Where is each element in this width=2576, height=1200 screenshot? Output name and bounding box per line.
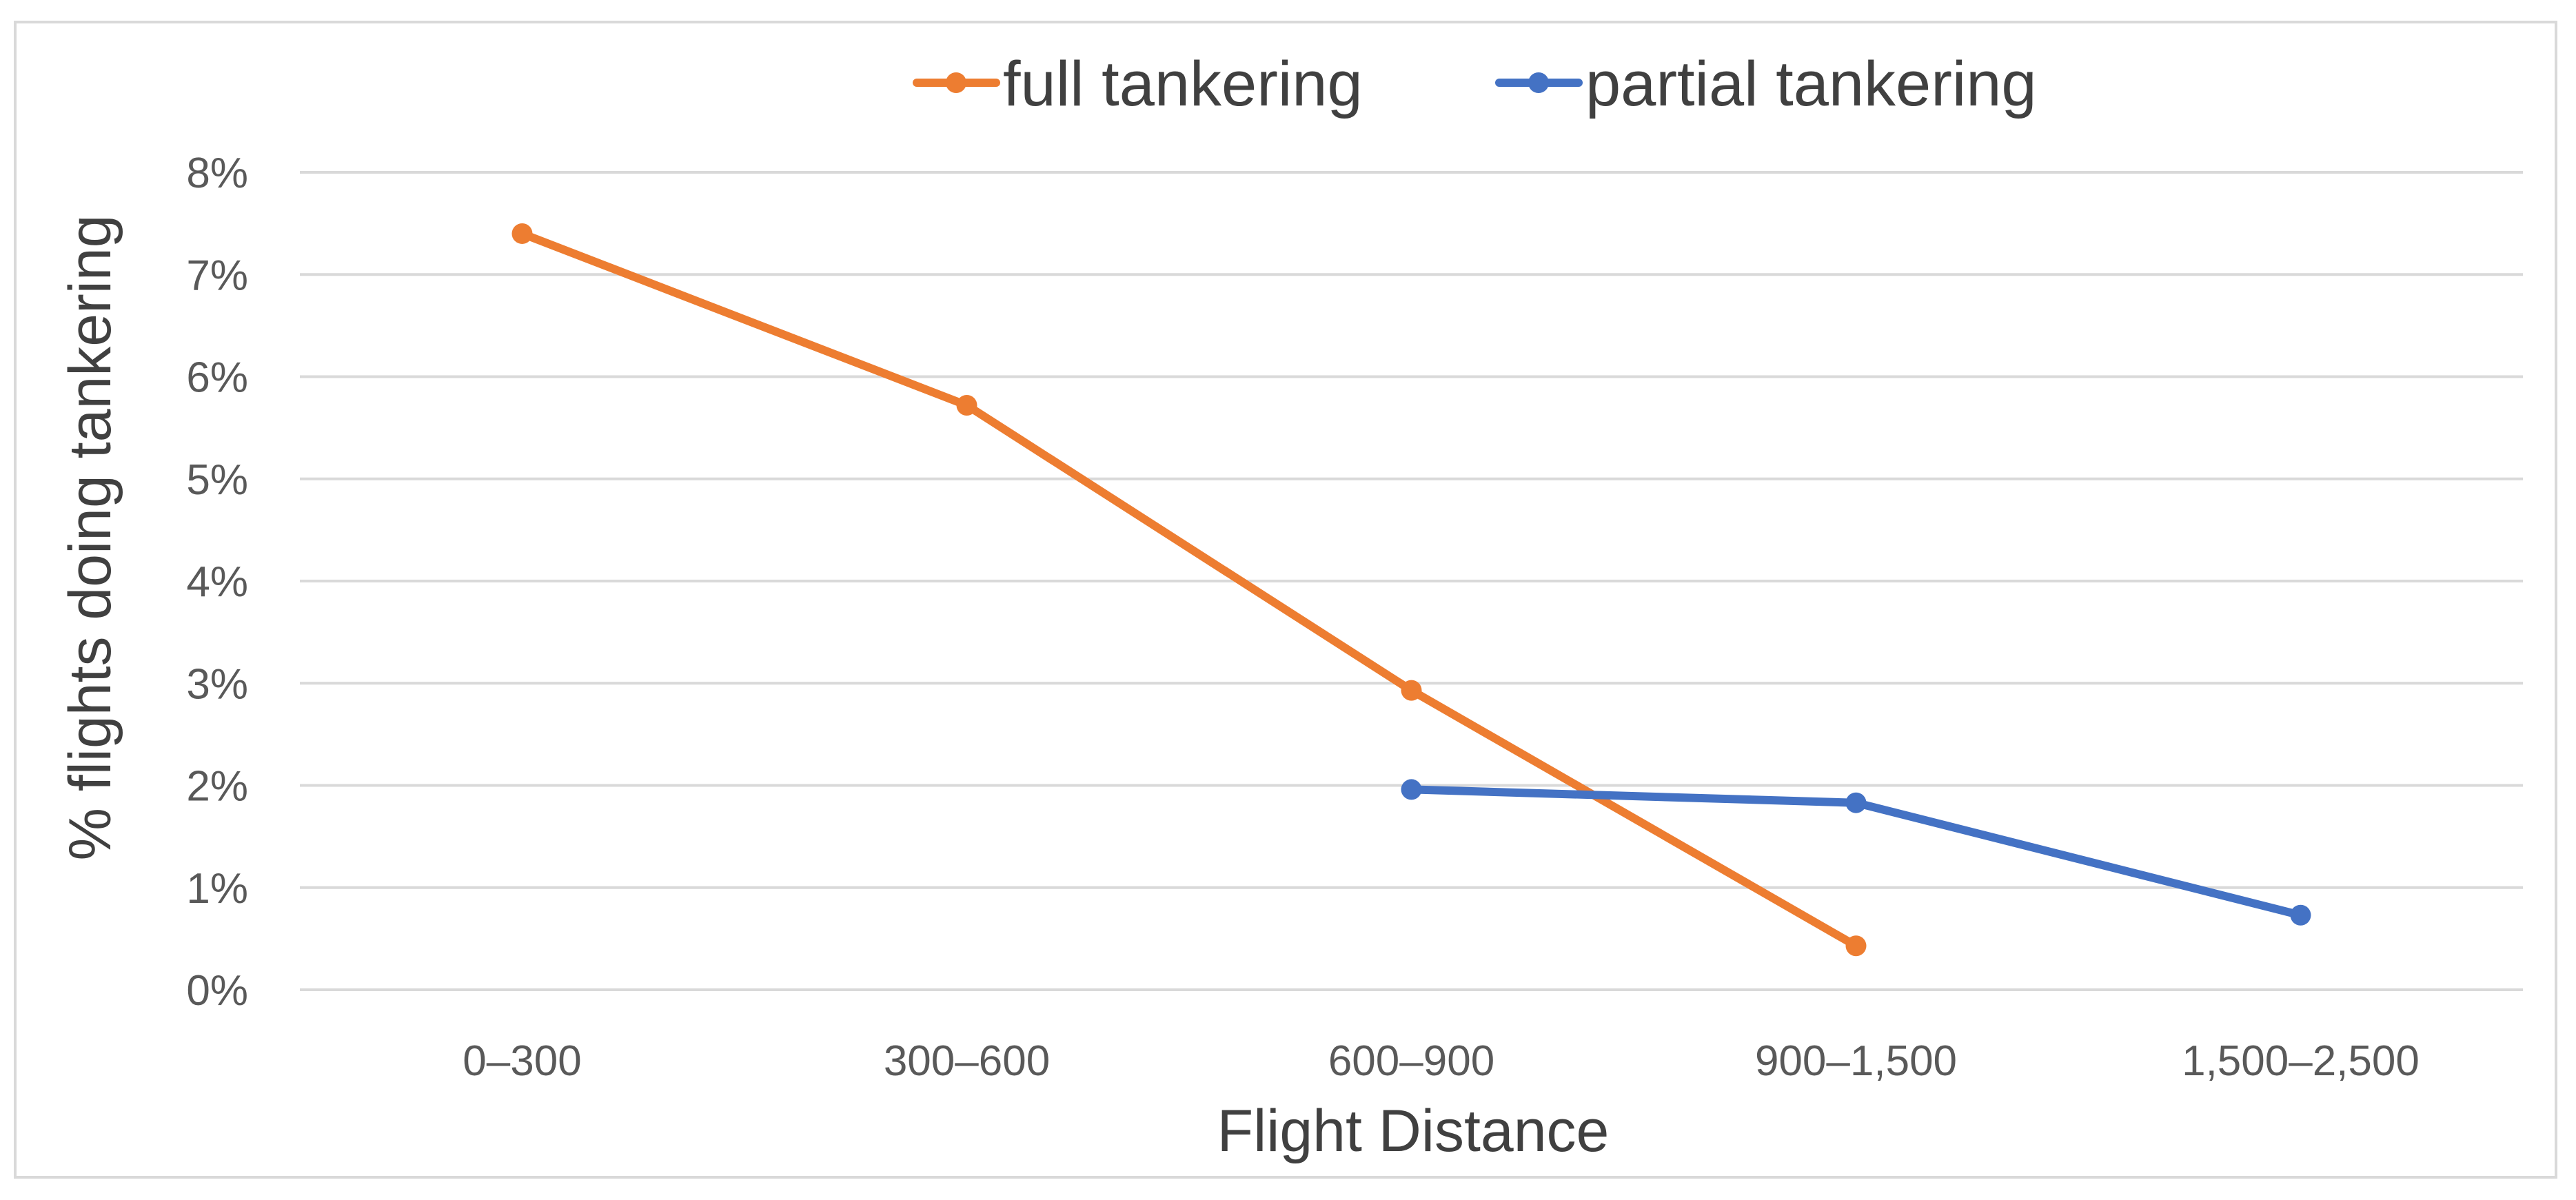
y-tick-label: 1% [186,865,248,913]
y-tick-label: 4% [186,558,248,606]
series-lines [511,223,2311,957]
y-tick-label: 0% [186,967,248,1015]
gridlines [300,171,2523,991]
legend: full tankering partial tankering [913,49,2037,119]
y-tick-label: 5% [186,456,248,504]
series-line-full-tankering [518,229,1860,950]
data-point [1401,680,1422,701]
legend-label: full tankering [1003,49,1363,119]
legend-label: partial tankering [1585,49,2037,119]
y-axis-ticks: 0% 1% 2% 3% 4% 5% 6% 7% 8% [186,150,248,1015]
y-tick-label: 3% [186,660,248,708]
data-point [1845,935,1867,957]
x-tick-label: 300–600 [884,1037,1050,1085]
x-tick-label: 600–900 [1328,1037,1494,1085]
data-point [956,395,977,416]
data-point [2290,904,2311,926]
y-tick-label: 6% [186,354,248,402]
x-tick-label: 0–300 [463,1037,581,1085]
legend-swatch-marker [946,72,966,93]
x-axis-ticks: 0–300 300–600 600–900 900–1,500 1,500–2,500 [463,1037,2420,1085]
data-point [511,223,533,244]
y-tick-label: 8% [186,150,248,197]
x-tick-label: 1,500–2,500 [2182,1037,2420,1085]
data-point [1845,792,1867,813]
y-tick-label: 2% [186,763,248,811]
y-axis-title: % flights doing tankering [57,214,123,860]
chart-frame [14,21,2557,1179]
x-axis-title: Flight Distance [1217,1098,1610,1164]
legend-swatch-marker [1528,72,1549,93]
data-point [1401,779,1422,800]
y-tick-label: 7% [186,252,248,299]
x-tick-label: 900–1,500 [1755,1037,1957,1085]
